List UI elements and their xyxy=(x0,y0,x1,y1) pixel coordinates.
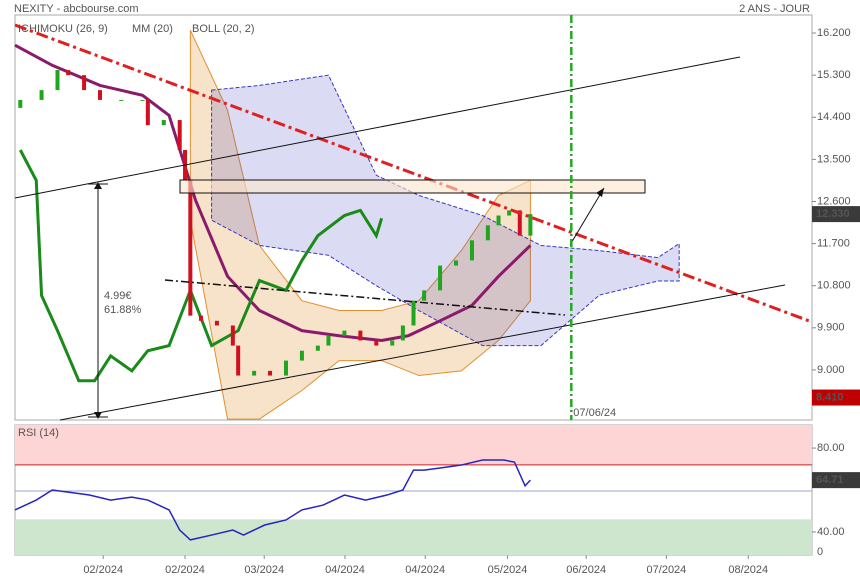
rsi-value-label: 64.71 xyxy=(816,474,844,486)
channel-upper xyxy=(14,56,741,199)
red-trendline xyxy=(14,23,813,324)
bollinger-band xyxy=(189,29,531,420)
candle xyxy=(438,265,443,291)
channel-lower xyxy=(59,284,786,421)
candle xyxy=(18,99,23,108)
legend-entry: BOLL (20, 2) xyxy=(192,23,255,35)
candle xyxy=(507,210,512,216)
candle xyxy=(517,210,522,236)
candle xyxy=(119,99,124,101)
low-value-label: 8.410 xyxy=(816,391,844,403)
arrow xyxy=(569,187,605,246)
ichimoku-cloud xyxy=(211,74,680,347)
y-tick-label: 40.00 xyxy=(817,526,845,538)
rsi-panel: 80.00 40.00 0 RSI (14) 64.71 xyxy=(14,424,860,558)
date-marker-label: 07/06/24 xyxy=(573,407,616,419)
candle xyxy=(214,320,219,326)
candle xyxy=(326,335,331,346)
y-tick-label: 10.800 xyxy=(817,280,851,292)
y-tick-label: 11.700 xyxy=(817,237,850,249)
x-tick-label: 05/2024 xyxy=(488,564,528,576)
candle xyxy=(283,360,288,376)
candle xyxy=(66,69,71,76)
candle xyxy=(198,315,203,321)
dash-dot-line xyxy=(164,279,566,316)
candle xyxy=(411,300,416,326)
candle xyxy=(188,180,193,316)
y-tick-label: 16.200 xyxy=(817,27,851,39)
annotation: 4.99€ xyxy=(104,290,132,302)
candle xyxy=(528,214,533,236)
x-tick-label: 02/2024 xyxy=(83,564,123,576)
page-title: NEXITY - abcbourse.com xyxy=(14,3,139,15)
low-value xyxy=(812,389,860,406)
last-value xyxy=(812,206,860,223)
drawings: 07/06/24 4.99€ 61.88% xyxy=(14,15,813,421)
x-tick-label: 07/2024 xyxy=(647,564,687,576)
legend-entry: MM (20) xyxy=(132,23,173,35)
candle xyxy=(252,370,257,376)
x-tick-label: 08/2024 xyxy=(728,564,768,576)
overbought-zone xyxy=(15,425,812,465)
oversold-zone xyxy=(15,519,812,555)
candle xyxy=(268,370,273,376)
y-tick-label: 14.400 xyxy=(817,111,851,123)
candle xyxy=(55,69,60,91)
y-tick-label: 12.600 xyxy=(817,195,851,207)
candle xyxy=(161,120,166,126)
rsi-title: RSI (14) xyxy=(18,427,59,439)
candle xyxy=(315,345,320,351)
candle xyxy=(299,350,304,361)
candle xyxy=(485,225,490,241)
candle xyxy=(358,330,363,341)
candle xyxy=(145,99,150,126)
x-tick-label: 03/2024 xyxy=(244,564,284,576)
resistance-box xyxy=(179,179,646,194)
arrow-head xyxy=(596,188,604,197)
candle xyxy=(140,99,145,101)
candle xyxy=(230,325,235,346)
rsi-line xyxy=(14,459,531,541)
annotation: 61.88% xyxy=(104,304,142,316)
candle xyxy=(236,345,241,376)
mm-line xyxy=(14,43,532,342)
candle xyxy=(422,290,427,301)
candle xyxy=(469,240,474,261)
period: 2 ANS - JOUR xyxy=(739,3,810,15)
candle xyxy=(454,260,459,266)
candle xyxy=(39,90,44,100)
candle xyxy=(390,340,395,346)
y-tick-label: 15.300 xyxy=(817,69,851,81)
y-tick-label: 13.500 xyxy=(817,153,851,165)
candle xyxy=(342,330,347,336)
candle xyxy=(400,325,405,341)
candle xyxy=(98,90,103,100)
candle xyxy=(177,120,182,150)
rsi-value xyxy=(812,472,860,489)
x-tick-label: 04/2024 xyxy=(405,564,445,576)
x-tick-label: 06/2024 xyxy=(566,564,606,576)
y-tick-label: 9.900 xyxy=(817,322,845,334)
legend-entry: ICHIMOKU (26, 9) xyxy=(18,23,108,35)
last-value-label: 12.330 xyxy=(816,208,850,220)
x-tick-label: 04/2024 xyxy=(325,564,365,576)
candle xyxy=(496,215,501,226)
x-tick-label: 02/2024 xyxy=(165,564,205,576)
y-tick-label: 80.00 xyxy=(817,442,845,454)
candle xyxy=(374,340,379,346)
y-tick-label: 9.000 xyxy=(817,364,845,376)
price-panel: 16.200 15.300 14.400 13.500 12.600 11.700 10.8… xyxy=(14,14,860,576)
y-bottom-label: 0 xyxy=(817,546,823,558)
candle xyxy=(82,75,87,91)
